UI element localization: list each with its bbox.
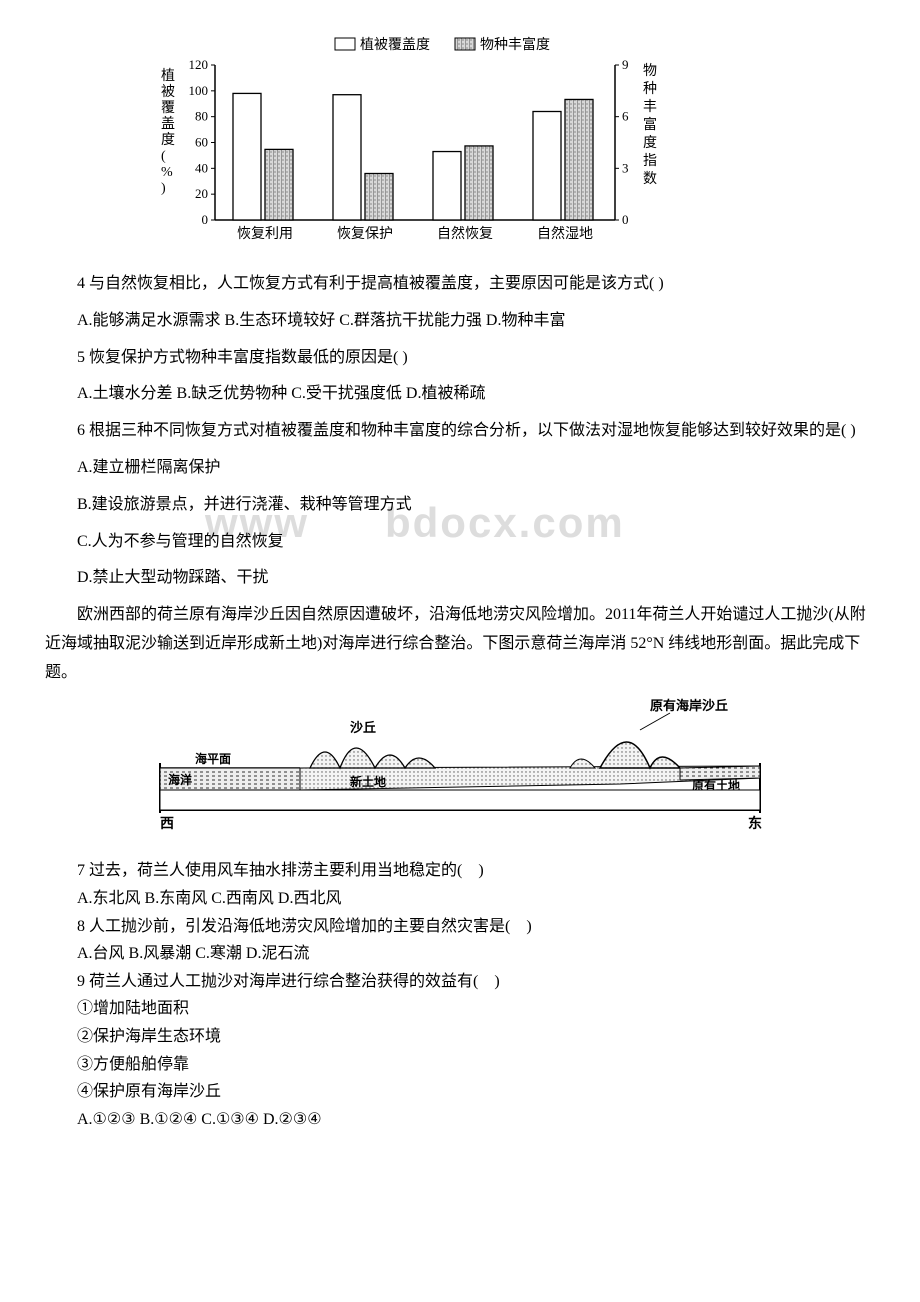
svg-text:东: 东: [748, 815, 762, 832]
q6-optC: C.人为不参与管理的自然恢复: [45, 528, 875, 557]
svg-text:0: 0: [622, 212, 629, 227]
svg-text:丰: 丰: [643, 99, 657, 115]
bar-chart: 植被覆盖度物种丰富度0204060801001200369植被覆盖度(%)物种丰…: [145, 30, 665, 260]
q6-optD: D.禁止大型动物踩踏、干扰: [45, 564, 875, 593]
svg-text:植被覆盖度: 植被覆盖度: [360, 37, 430, 53]
svg-text:自然湿地: 自然湿地: [537, 225, 593, 242]
svg-text:恢复利用: 恢复利用: [237, 225, 293, 242]
svg-text:9: 9: [622, 57, 629, 72]
svg-text:0: 0: [202, 212, 209, 227]
svg-text:恢复保护: 恢复保护: [337, 225, 393, 242]
svg-text:度: 度: [161, 132, 175, 148]
svg-text:被: 被: [161, 84, 175, 100]
svg-text:120: 120: [189, 57, 209, 72]
svg-text:物: 物: [643, 63, 657, 79]
svg-text:新土地: 新土地: [350, 774, 386, 789]
q4-stem: 4 与自然恢复相比，人工恢复方式有利于提高植被覆盖度，主要原因可能是该方式( ): [45, 270, 875, 299]
svg-text:3: 3: [622, 160, 629, 175]
svg-text:60: 60: [195, 135, 208, 150]
q9-i1: ①增加陆地面积: [77, 996, 875, 1022]
svg-text:40: 40: [195, 160, 208, 175]
q789-block: 7 过去，荷兰人使用风车抽水排涝主要利用当地稳定的( ) A.东北风 B.东南风…: [45, 858, 875, 1132]
svg-text:度: 度: [643, 135, 657, 151]
q8-options: A.台风 B.风暴潮 C.寒潮 D.泥石流: [77, 941, 875, 967]
svg-text:盖: 盖: [161, 116, 175, 132]
svg-text:%: %: [161, 165, 173, 180]
svg-text:20: 20: [195, 186, 208, 201]
svg-text:沙丘: 沙丘: [350, 720, 376, 735]
q5-stem: 5 恢复保护方式物种丰富度指数最低的原因是( ): [45, 344, 875, 373]
q6-optA: A.建立栅栏隔离保护: [45, 454, 875, 483]
svg-text:): ): [161, 181, 166, 196]
svg-text:原有海岸沙丘: 原有海岸沙丘: [650, 698, 728, 713]
q6-optB: B.建设旅游景点，并进行浇灌、栽种等管理方式: [45, 491, 875, 520]
svg-text:自然恢复: 自然恢复: [437, 225, 493, 242]
svg-text:6: 6: [622, 109, 629, 124]
q4-text: 4 与自然恢复相比，人工恢复方式有利于提高植被覆盖度，主要原因可能是该方式( ): [77, 275, 664, 292]
cross-section-diagram: 原有海岸沙丘海平面海洋新土地沙丘原有土地西东: [140, 698, 780, 838]
q7-options: A.东北风 B.东南风 C.西南风 D.西北风: [77, 886, 875, 912]
svg-text:海平面: 海平面: [195, 751, 231, 766]
q9-i4: ④保护原有海岸沙丘: [77, 1079, 875, 1105]
svg-text:富: 富: [643, 116, 657, 133]
q4-options: A.能够满足水源需求 B.生态环境较好 C.群落抗干扰能力强 D.物种丰富: [45, 307, 875, 336]
q5-options: A.土壤水分差 B.缺乏优势物种 C.受干扰强度低 D.植被稀疏: [45, 380, 875, 409]
svg-text:100: 100: [189, 83, 209, 98]
q7-stem: 7 过去，荷兰人使用风车抽水排涝主要利用当地稳定的( ): [77, 858, 875, 884]
q6-stem: 6 根据三种不同恢复方式对植被覆盖度和物种丰富度的综合分析，以下做法对湿地恢复能…: [45, 417, 875, 446]
svg-text:(: (: [161, 149, 166, 164]
svg-text:海洋: 海洋: [168, 772, 192, 787]
svg-text:80: 80: [195, 109, 208, 124]
svg-text:植: 植: [161, 68, 175, 84]
svg-text:种: 种: [643, 81, 657, 97]
q9-options: A.①②③ B.①②④ C.①③④ D.②③④: [77, 1107, 875, 1133]
q9-i2: ②保护海岸生态环境: [77, 1024, 875, 1050]
q9-stem: 9 荷兰人通过人工抛沙对海岸进行综合整治获得的效益有( ): [77, 969, 875, 995]
svg-text:指: 指: [643, 153, 657, 169]
q8-stem: 8 人工抛沙前，引发沿海低地涝灾风险增加的主要自然灾害是( ): [77, 914, 875, 940]
svg-text:数: 数: [643, 171, 657, 187]
svg-text:覆: 覆: [161, 101, 175, 116]
passage2: 欧洲西部的荷兰原有海岸沙丘因自然原因遭破坏，沿海低地涝灾风险增加。2011年荷兰…: [45, 601, 875, 687]
chart-wrapper: 植被覆盖度物种丰富度0204060801001200369植被覆盖度(%)物种丰…: [145, 30, 875, 260]
cross-section-wrapper: 原有海岸沙丘海平面海洋新土地沙丘原有土地西东: [45, 698, 875, 849]
svg-text:西: 西: [160, 816, 174, 832]
q9-i3: ③方便船舶停靠: [77, 1052, 875, 1078]
svg-text:物种丰富度: 物种丰富度: [480, 36, 550, 53]
